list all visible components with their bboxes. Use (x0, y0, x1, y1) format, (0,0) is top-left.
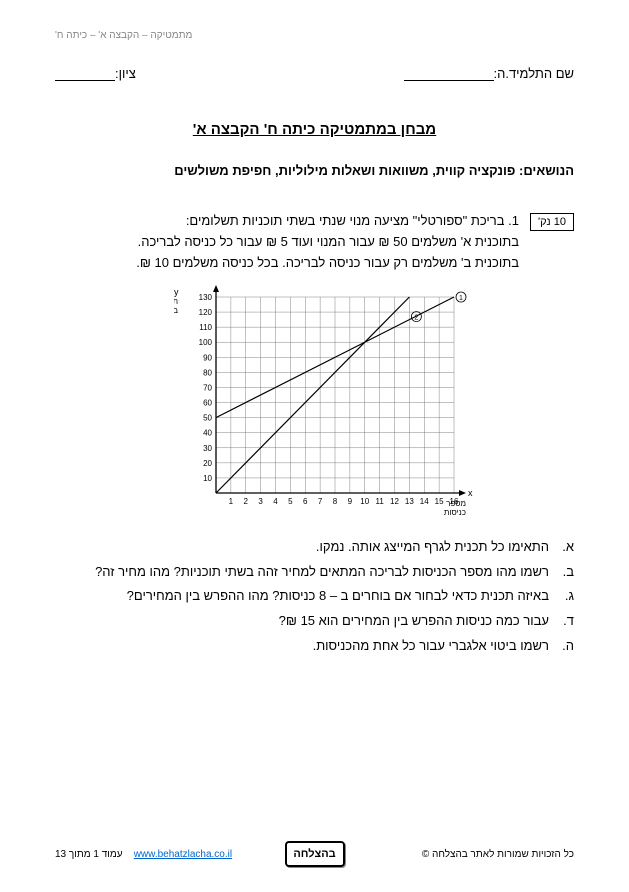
sub-questions: א. התאימו כל תכנית לגרף המייצג אותה. נמק… (55, 535, 574, 658)
footer-rights: כל הזכויות שמורות לאתר בהצלחה © (355, 849, 575, 860)
svg-text:12: 12 (390, 497, 399, 506)
svg-text:13: 13 (405, 497, 414, 506)
exam-title: מבחן במתמטיקה כיתה ח' הקבצה א' (55, 121, 574, 138)
svg-text:90: 90 (203, 353, 212, 362)
subq-d: ד. עבור כמה כניסות ההפרש בין המחירים הוא… (55, 609, 574, 634)
q1-line3: בתוכנית ב' משלמים רק עבור כניסה לבריכה. … (55, 255, 519, 270)
score-field: ציון: (55, 66, 136, 81)
svg-text:50: 50 (203, 414, 212, 423)
chart-container: 1020304050607080901001101201301234567891… (174, 285, 484, 515)
svg-text:11: 11 (375, 497, 384, 506)
score-underline (55, 67, 115, 81)
svg-text:130: 130 (199, 293, 213, 302)
score-label: ציון: (115, 66, 136, 81)
svg-text:6: 6 (303, 497, 308, 506)
name-underline (404, 67, 494, 81)
footer-left: www.behatzlacha.co.il עמוד 1 מתוך 13 (55, 849, 275, 860)
svg-text:20: 20 (203, 459, 212, 468)
subq-e-text: רשמו ביטוי אלגברי עבור כל אחת מהכניסות. (55, 634, 549, 659)
svg-text:9: 9 (348, 497, 353, 506)
points-box: 10 נק' (530, 213, 574, 231)
svg-text:4: 4 (273, 497, 278, 506)
subq-b: ב. רשמו מהו מספר הכניסות לבריכה המתאים ל… (55, 560, 574, 585)
subq-c-letter: ג. (549, 584, 574, 609)
subq-a-letter: א. (549, 535, 574, 560)
subq-b-letter: ב. (549, 560, 574, 585)
q1-lead: 1. בריכת "ספורטלי" מציעה מנוי שנתי בשתי … (55, 213, 519, 228)
svg-text:8: 8 (333, 497, 338, 506)
footer-logo: בהצלחה (285, 841, 345, 867)
subq-c-text: באיזה תכנית כדאי לבחור אם בוחרים ב – 8 כ… (55, 584, 549, 609)
svg-text:10: 10 (360, 497, 369, 506)
svg-text:2: 2 (244, 497, 249, 506)
subq-b-text: רשמו מהו מספר הכניסות לבריכה המתאים למחי… (55, 560, 549, 585)
svg-text:10: 10 (203, 474, 212, 483)
svg-text:15: 15 (435, 497, 444, 506)
footer-pages: עמוד 1 מתוך 13 (55, 849, 123, 860)
svg-text:x: x (468, 488, 473, 498)
svg-text:7: 7 (318, 497, 323, 506)
svg-text:כניסות: כניסות (444, 508, 466, 515)
svg-text:בש"ח: בש"ח (174, 306, 178, 315)
svg-text:מספר: מספר (446, 499, 466, 508)
svg-text:30: 30 (203, 444, 212, 453)
subq-d-letter: ד. (549, 609, 574, 634)
subq-c: ג. באיזה תכנית כדאי לבחור אם בוחרים ב – … (55, 584, 574, 609)
q1-line2: בתוכנית א' משלמים 50 ₪ עבור המנוי ועוד 5… (55, 234, 519, 249)
name-label: שם התלמיד.ה: (494, 66, 574, 81)
page-header-small: מתמטיקה – הקבצה א' – כיתה ח' (55, 30, 574, 41)
svg-text:y: y (174, 287, 179, 297)
subq-e: ה. רשמו ביטוי אלגברי עבור כל אחת מהכניסו… (55, 634, 574, 659)
subq-d-text: עבור כמה כניסות ההפרש בין המחירים הוא 15… (55, 609, 549, 634)
svg-text:40: 40 (203, 429, 212, 438)
student-name-field: שם התלמיד.ה: (404, 66, 574, 81)
svg-text:3: 3 (258, 497, 263, 506)
svg-text:120: 120 (199, 308, 213, 317)
svg-text:2: 2 (414, 315, 418, 322)
q1-lead-text: בריכת "ספורטלי" מציעה מנוי שנתי בשתי תוכ… (186, 213, 505, 228)
q1-number: 1. (508, 213, 519, 228)
svg-text:80: 80 (203, 368, 212, 377)
svg-text:5: 5 (288, 497, 293, 506)
question-1: 1. בריכת "ספורטלי" מציעה מנוי שנתי בשתי … (55, 213, 519, 270)
svg-text:1: 1 (229, 497, 234, 506)
svg-text:14: 14 (420, 497, 429, 506)
svg-text:60: 60 (203, 399, 212, 408)
svg-text:70: 70 (203, 383, 212, 392)
footer-link[interactable]: www.behatzlacha.co.il (134, 849, 232, 860)
svg-text:1: 1 (459, 295, 463, 302)
svg-text:100: 100 (199, 338, 213, 347)
subq-a: א. התאימו כל תכנית לגרף המייצג אותה. נמק… (55, 535, 574, 560)
svg-text:תשלום: תשלום (174, 297, 178, 306)
subq-e-letter: ה. (549, 634, 574, 659)
svg-text:110: 110 (199, 323, 212, 332)
footer: כל הזכויות שמורות לאתר בהצלחה © בהצלחה w… (55, 841, 574, 867)
exam-topics: הנושאים: פונקציה קווית, משוואות ושאלות מ… (55, 163, 574, 178)
subq-a-text: התאימו כל תכנית לגרף המייצג אותה. נמקו. (55, 535, 549, 560)
name-row: שם התלמיד.ה: ציון: (55, 66, 574, 81)
chart-svg: 1020304050607080901001101201301234567891… (174, 285, 484, 515)
